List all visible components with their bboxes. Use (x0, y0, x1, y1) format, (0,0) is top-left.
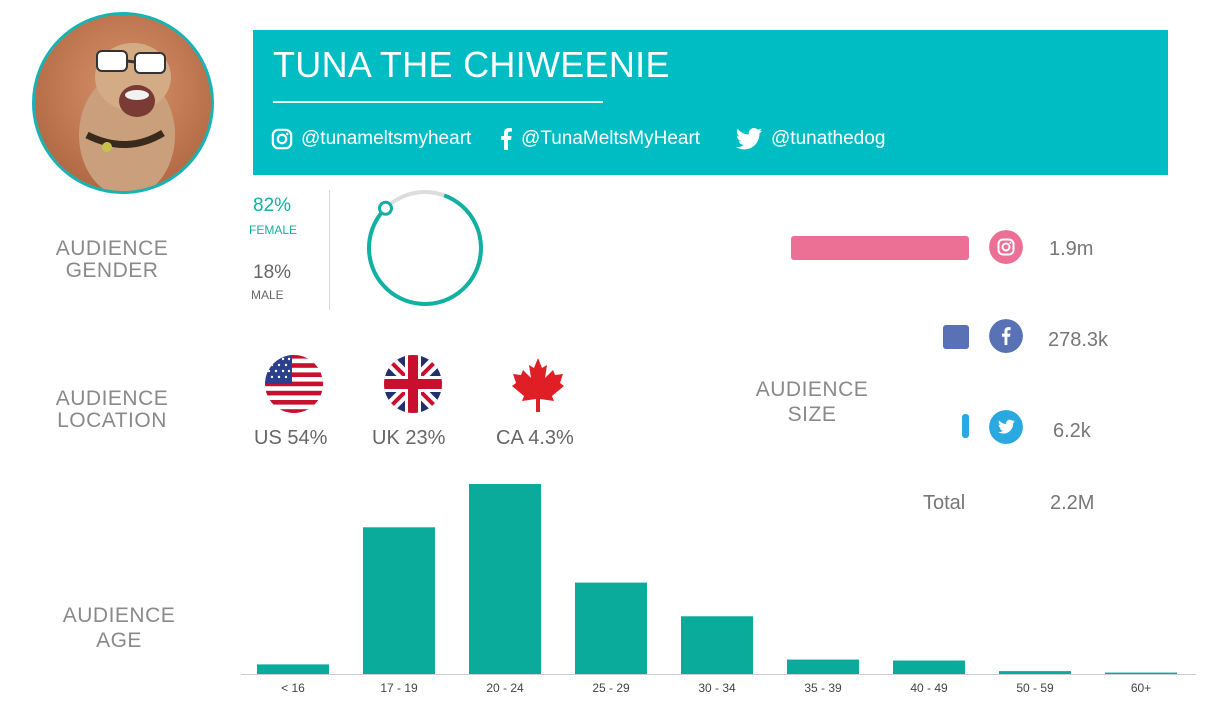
instagram-handle[interactable]: @tunameltsmyheart (271, 128, 471, 150)
age-bar (257, 664, 329, 674)
canada-flag-icon (512, 358, 564, 412)
facebook-size-value: 278.3k (1048, 329, 1109, 351)
profile-avatar (32, 12, 214, 194)
age-tick-label: 35 - 39 (804, 681, 842, 695)
gender-label-line1: AUDIENCE (55, 237, 169, 260)
instagram-size-value: 1.9m (1049, 238, 1094, 260)
audience-age-label: AUDIENCE AGE (52, 603, 186, 653)
age-tick-label: 30 - 34 (698, 681, 736, 695)
gender-donut (367, 189, 483, 306)
total-label: Total (923, 492, 966, 514)
facebook-icon (989, 319, 1023, 353)
banner-divider (273, 101, 603, 103)
facebook-icon (501, 128, 512, 150)
age-tick-label: 50 - 59 (1016, 681, 1054, 695)
uk-flag-icon (384, 355, 442, 413)
facebook-handle[interactable]: @TunaMeltsMyHeart (499, 128, 700, 150)
age-bar (681, 616, 753, 674)
age-tick-label: < 16 (281, 681, 305, 695)
facebook-size-bar (942, 325, 969, 349)
age-tick-label: 17 - 19 (380, 681, 418, 695)
gender-donut-marker (378, 200, 393, 216)
age-bar (1105, 672, 1177, 674)
age-bar (999, 671, 1071, 674)
size-label-line2: SIZE (787, 403, 837, 426)
age-label-line1: AUDIENCE (62, 604, 176, 627)
instagram-size-bar (791, 236, 969, 260)
instagram-icon (271, 128, 293, 150)
facebook-handle-text: @TunaMeltsMyHeart (521, 128, 701, 149)
age-bar (575, 582, 647, 674)
country-uk: UK 23% (372, 427, 446, 449)
instagram-icon (989, 230, 1023, 264)
age-label-line2: AGE (96, 629, 142, 652)
audience-size-label: AUDIENCE SIZE (745, 377, 879, 427)
us-flag-icon (265, 355, 323, 413)
gender-label-line2: GENDER (65, 259, 159, 282)
location-label-line1: AUDIENCE (55, 387, 169, 410)
total-value: 2.2M (1050, 492, 1095, 514)
size-label-line1: AUDIENCE (755, 378, 869, 401)
country-ca: CA 4.3% (496, 427, 574, 449)
twitter-handle[interactable]: @tunathedog (735, 128, 885, 150)
twitter-size-value: 6.2k (1053, 420, 1091, 442)
age-bar (469, 484, 541, 674)
male-label: MALE (251, 288, 284, 302)
audience-gender-label: AUDIENCE GENDER (45, 238, 179, 282)
twitter-size-bar (962, 414, 969, 438)
age-tick-label: 40 - 49 (910, 681, 948, 695)
age-tick-label: 60+ (1131, 681, 1151, 695)
gender-donut-female-arc (367, 189, 483, 306)
twitter-handle-text: @tunathedog (771, 128, 886, 149)
profile-banner: TUNA THE CHIWEENIE @tunameltsmyheart @Tu… (253, 30, 1168, 175)
location-label-line2: LOCATION (57, 409, 167, 432)
female-percent: 82% (253, 195, 292, 216)
age-tick-label: 25 - 29 (592, 681, 630, 695)
gender-divider (329, 190, 330, 310)
age-bar (787, 659, 859, 674)
female-label: FEMALE (249, 223, 298, 237)
male-percent: 18% (253, 262, 292, 283)
twitter-icon (735, 128, 763, 150)
age-bar (893, 660, 965, 674)
country-us: US 54% (254, 427, 328, 449)
instagram-handle-text: @tunameltsmyheart (301, 128, 472, 149)
age-tick-label: 20 - 24 (486, 681, 524, 695)
twitter-icon (989, 410, 1023, 444)
age-bar (363, 527, 435, 674)
audience-location-label: AUDIENCE LOCATION (45, 388, 179, 432)
profile-name: TUNA THE CHIWEENIE (273, 44, 670, 85)
